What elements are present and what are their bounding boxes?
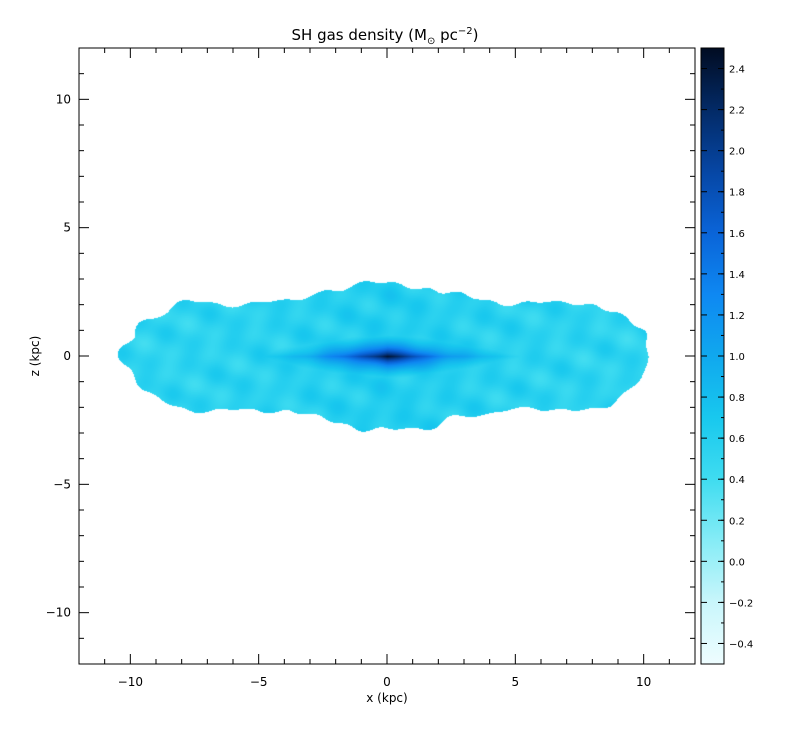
colorbar-ticks: 2.4 2.2 2.0 1.8 1.6 1.4 1.2 1.0 0.8 0.6 0.4 0.2 0.0 −… bbox=[701, 47, 753, 665]
colorbar-tick-label: 1.8 bbox=[729, 188, 745, 199]
x-tick-label: −10 bbox=[118, 675, 143, 689]
title-subscript: ⊙ bbox=[427, 36, 435, 47]
x-tick-label: −5 bbox=[250, 675, 268, 689]
colorbar-tick-label: 0.4 bbox=[729, 475, 745, 486]
y-tick-label: 5 bbox=[63, 221, 71, 235]
chart-title: SH gas density (M⊙ pc−2) bbox=[292, 26, 479, 47]
x-tick-label: 5 bbox=[512, 675, 520, 689]
title-mid: pc bbox=[435, 26, 458, 44]
y-tick-label: 0 bbox=[63, 349, 71, 363]
y-axis-label: z (kpc) bbox=[28, 336, 42, 377]
colorbar-tick-label: −0.2 bbox=[729, 598, 753, 609]
plot-area: −10 −5 0 5 10 10 5 0 −5 −10 bbox=[46, 47, 696, 689]
x-axis-label: x (kpc) bbox=[366, 691, 407, 705]
colorbar-tick-label: 2.2 bbox=[729, 106, 745, 117]
density-heatmap bbox=[79, 48, 695, 664]
title-superscript: −2 bbox=[458, 26, 473, 37]
colorbar-tick-label: 1.0 bbox=[729, 352, 745, 363]
x-tick-label: 0 bbox=[383, 675, 391, 689]
colorbar-tick-label: 0.0 bbox=[729, 557, 745, 568]
colorbar-tick-label: 1.2 bbox=[729, 311, 745, 322]
colorbar: 2.4 2.2 2.0 1.8 1.6 1.4 1.2 1.0 0.8 0.6 0.4 0.2 0.0 −… bbox=[700, 47, 753, 665]
title-end: ) bbox=[473, 26, 479, 44]
y-tick-label: −10 bbox=[46, 606, 71, 620]
title-main: SH gas density (M bbox=[292, 26, 427, 44]
colorbar-tick-label: 1.4 bbox=[729, 270, 745, 281]
y-axis: 10 5 0 −5 −10 bbox=[46, 47, 695, 665]
colorbar-tick-label: 0.8 bbox=[729, 393, 745, 404]
y-tick-label: −5 bbox=[53, 477, 71, 491]
colorbar-tick-label: 1.6 bbox=[729, 229, 745, 240]
colorbar-tick-label: 0.2 bbox=[729, 516, 745, 527]
colorbar-tick-label: 0.6 bbox=[729, 434, 745, 445]
x-tick-label: 10 bbox=[636, 675, 651, 689]
y-tick-label: 10 bbox=[56, 92, 71, 106]
colorbar-tick-label: −0.4 bbox=[729, 639, 753, 650]
colorbar-tick-label: 2.0 bbox=[729, 147, 745, 158]
x-axis: −10 −5 0 5 10 bbox=[78, 48, 696, 689]
colorbar-tick-label: 2.4 bbox=[729, 65, 745, 76]
